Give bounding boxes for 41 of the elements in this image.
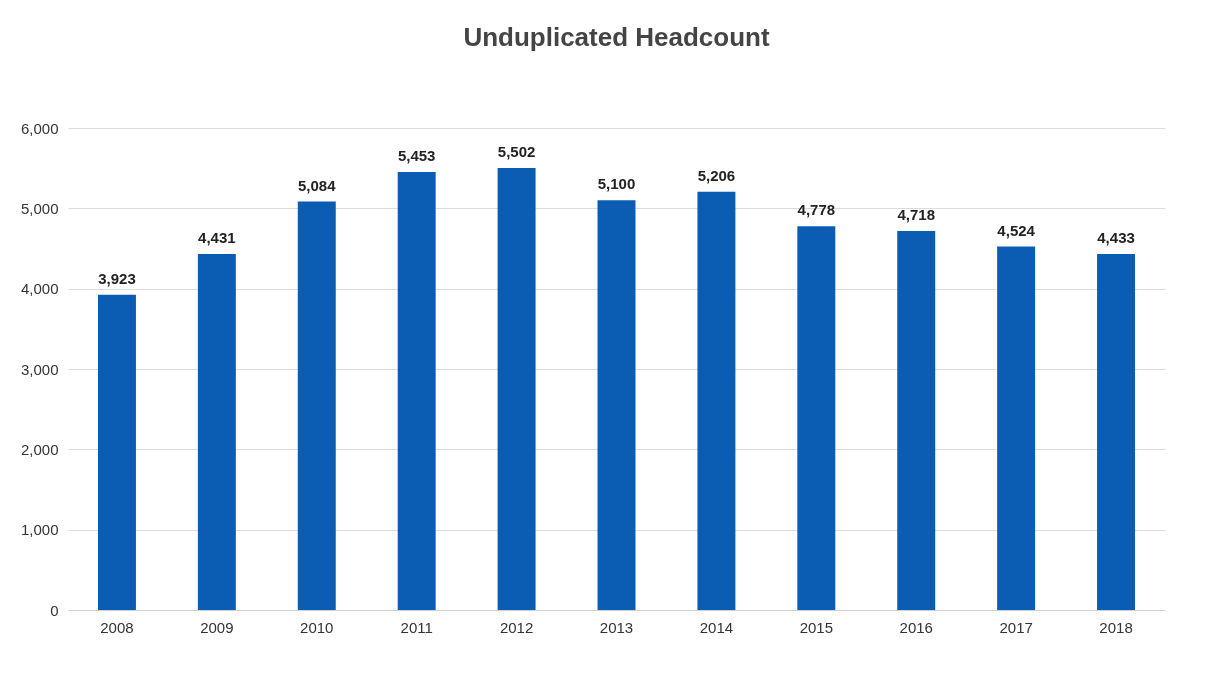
bar <box>597 200 636 610</box>
y-tick-label: 3,000 <box>20 360 59 378</box>
y-tick-label: 5,000 <box>20 199 59 217</box>
y-tick-label: 2,000 <box>20 440 59 458</box>
bar <box>297 201 336 610</box>
y-tick-label: 6,000 <box>20 119 59 137</box>
bar <box>997 246 1036 610</box>
bar <box>1097 253 1136 610</box>
data-label: 4,524 <box>997 221 1036 239</box>
chart-title: Unduplicated Headcount <box>463 22 770 52</box>
bar <box>97 294 136 610</box>
data-label: 4,718 <box>897 205 935 223</box>
bar <box>397 171 436 610</box>
y-tick-label: 0 <box>50 601 59 619</box>
data-label: 5,100 <box>597 175 636 193</box>
bar <box>797 226 836 610</box>
y-tick-label: 1,000 <box>20 521 59 539</box>
data-label: 4,778 <box>797 201 836 219</box>
x-tick-label: 2018 <box>1099 618 1133 636</box>
x-tick-label: 2013 <box>599 618 634 636</box>
x-tick-label: 2016 <box>899 618 933 636</box>
bar <box>197 254 236 610</box>
x-tick-label: 2010 <box>300 618 334 636</box>
bar <box>697 191 736 610</box>
bar <box>897 230 936 610</box>
data-label: 4,433 <box>1097 228 1135 246</box>
data-label: 5,084 <box>298 176 337 194</box>
x-tick-label: 2009 <box>200 618 234 636</box>
data-label: 5,206 <box>697 166 736 184</box>
x-tick-label: 2015 <box>799 618 834 636</box>
x-tick-label: 2014 <box>699 618 734 636</box>
data-label: 5,502 <box>497 143 536 161</box>
x-tick-label: 2012 <box>499 618 534 636</box>
data-label: 5,453 <box>397 146 436 164</box>
y-tick-label: 4,000 <box>20 280 59 298</box>
x-tick-label: 2017 <box>999 618 1033 636</box>
data-label: 3,923 <box>98 269 136 287</box>
data-label: 4,431 <box>198 229 236 247</box>
bar <box>497 168 536 610</box>
x-tick-label: 2011 <box>400 618 433 636</box>
x-tick-label: 2008 <box>100 618 134 636</box>
